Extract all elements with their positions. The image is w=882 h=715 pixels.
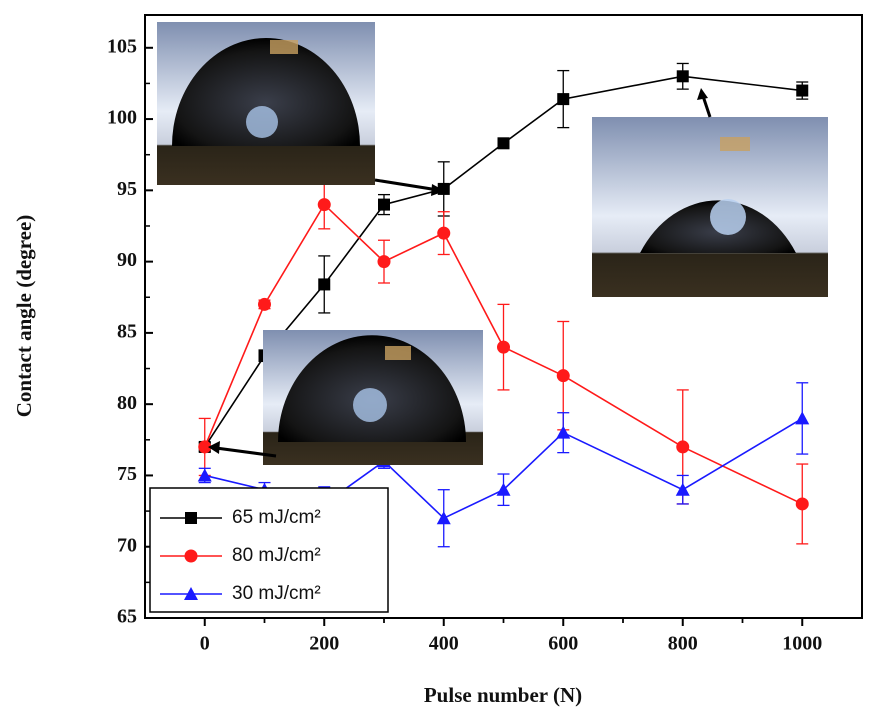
y-tick-label: 90: [117, 249, 137, 271]
marker: [184, 549, 198, 563]
x-tick-label: 600: [548, 633, 578, 655]
x-tick-label: 200: [309, 633, 339, 655]
marker: [496, 482, 511, 496]
inset-photo: [208, 330, 483, 465]
marker: [795, 411, 810, 425]
legend-label: 30 mJ/cm²: [232, 583, 321, 604]
marker: [795, 497, 809, 511]
marker: [197, 468, 212, 482]
y-tick-label: 95: [117, 178, 137, 200]
x-tick-label: 400: [429, 633, 459, 655]
legend-label: 65 mJ/cm²: [232, 507, 321, 528]
y-tick-label: 70: [117, 534, 137, 556]
legend-label: 80 mJ/cm²: [232, 545, 321, 566]
marker: [258, 297, 271, 311]
marker: [378, 198, 390, 211]
x-tick-label: 1000: [782, 633, 822, 655]
marker: [497, 340, 510, 354]
marker: [184, 587, 198, 600]
marker: [317, 198, 331, 212]
y-axis-label: Contact angle (degree): [12, 215, 36, 418]
marker: [377, 255, 391, 269]
marker: [185, 512, 197, 524]
y-tick-label: 75: [117, 463, 137, 485]
marker: [437, 226, 451, 240]
inset-photo: [592, 88, 828, 297]
marker: [796, 84, 809, 97]
marker: [436, 511, 451, 525]
inset-photo: [157, 22, 445, 196]
marker: [497, 137, 510, 150]
y-tick-label: 105: [107, 35, 137, 57]
marker: [556, 369, 570, 383]
marker: [318, 278, 331, 291]
x-axis-label: Pulse number (N): [424, 683, 582, 707]
y-tick-label: 85: [117, 320, 137, 342]
x-tick-label: 800: [668, 633, 698, 655]
marker: [675, 482, 690, 496]
marker: [557, 93, 570, 106]
legend: 65 mJ/cm² 80 mJ/cm² 30 mJ/cm²: [149, 487, 389, 613]
marker: [676, 70, 689, 83]
marker: [198, 440, 212, 454]
y-tick-label: 80: [117, 392, 137, 414]
x-tick-label: 0: [200, 633, 210, 655]
marker: [676, 440, 690, 454]
y-tick-label: 65: [117, 606, 137, 628]
y-tick-label: 100: [107, 107, 137, 129]
marker: [556, 425, 571, 439]
